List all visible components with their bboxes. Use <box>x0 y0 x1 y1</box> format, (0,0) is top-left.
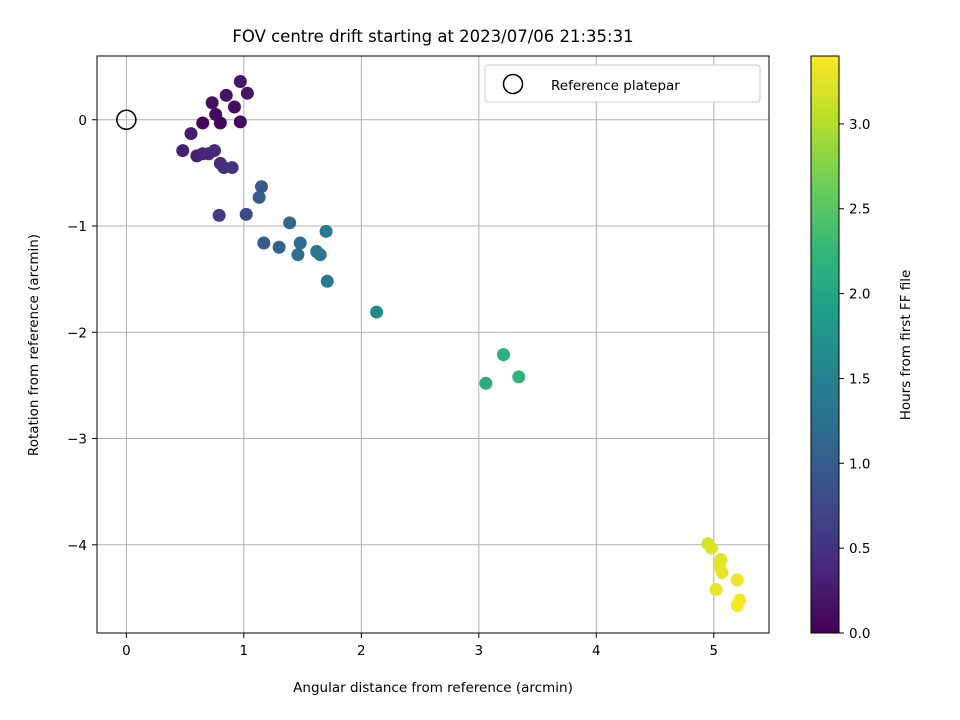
colorbar <box>810 55 840 634</box>
colorbar-tick-label: 2.5 <box>849 202 870 218</box>
data-point <box>233 75 247 89</box>
data-point <box>320 274 334 288</box>
y-tick-label: −1 <box>67 219 87 235</box>
reference-platepar-marker <box>116 109 137 131</box>
data-point <box>293 236 307 250</box>
plot-frame <box>96 55 770 634</box>
y-axis-label: Rotation from reference (arcmin) <box>26 234 42 456</box>
data-point <box>240 86 254 100</box>
data-point <box>196 116 210 130</box>
data-point <box>291 248 305 262</box>
data-point <box>512 370 526 384</box>
y-tick-label: −2 <box>67 325 87 341</box>
x-tick-label: 2 <box>357 643 366 659</box>
legend: Reference platepar <box>484 64 761 103</box>
axes: 0 1 2 3 4 5 −4 −3 −2 −1 0 <box>67 113 718 659</box>
data-point <box>225 161 239 175</box>
data-point <box>313 248 327 262</box>
colorbar-label: Hours from first FF file <box>898 270 914 421</box>
colorbar-ticks: 0.0 0.5 1.0 1.5 2.0 2.5 3.0 <box>839 117 870 642</box>
data-point <box>730 598 744 612</box>
colorbar-tick-label: 2.0 <box>849 287 870 303</box>
y-tick-label: −3 <box>67 432 87 448</box>
data-point <box>233 115 247 129</box>
data-point <box>283 216 297 230</box>
x-tick-label: 5 <box>709 643 718 659</box>
colorbar-tick-label: 1.5 <box>849 371 870 387</box>
data-point <box>704 541 718 555</box>
y-tick-label: −4 <box>67 538 87 554</box>
y-tick-label: 0 <box>78 113 87 129</box>
x-tick-label: 3 <box>475 643 484 659</box>
data-point <box>496 348 510 362</box>
colorbar-tick-label: 3.0 <box>849 117 870 133</box>
data-point <box>205 96 219 110</box>
data-point <box>709 582 723 596</box>
data-points <box>176 75 747 612</box>
data-point <box>219 88 233 102</box>
colorbar-tick-label: 1.0 <box>849 456 870 472</box>
data-point <box>207 144 221 158</box>
data-point <box>730 573 744 587</box>
data-point <box>252 190 266 204</box>
legend-marker <box>502 73 524 95</box>
grid <box>97 56 769 633</box>
chart-title: FOV centre drift starting at 2023/07/06 … <box>232 27 633 46</box>
x-axis-label: Angular distance from reference (arcmin) <box>293 680 573 696</box>
colorbar-tick-label: 0.5 <box>849 541 870 557</box>
legend-label: Reference platepar <box>551 78 680 94</box>
data-point <box>254 180 268 194</box>
data-point <box>212 208 226 222</box>
data-point <box>319 224 333 238</box>
data-point <box>715 565 729 579</box>
x-tick-label: 4 <box>592 643 601 659</box>
data-point <box>479 376 493 390</box>
data-point <box>209 107 223 121</box>
data-point <box>227 100 241 114</box>
data-point <box>184 127 198 141</box>
data-point <box>257 236 271 250</box>
x-tick-label: 1 <box>240 643 249 659</box>
data-point <box>239 207 253 221</box>
data-point <box>176 144 190 158</box>
x-tick-label: 0 <box>122 643 131 659</box>
colorbar-tick-label: 0.0 <box>849 626 870 642</box>
data-point <box>272 240 286 254</box>
legend-box <box>484 64 761 103</box>
data-point <box>370 305 384 319</box>
